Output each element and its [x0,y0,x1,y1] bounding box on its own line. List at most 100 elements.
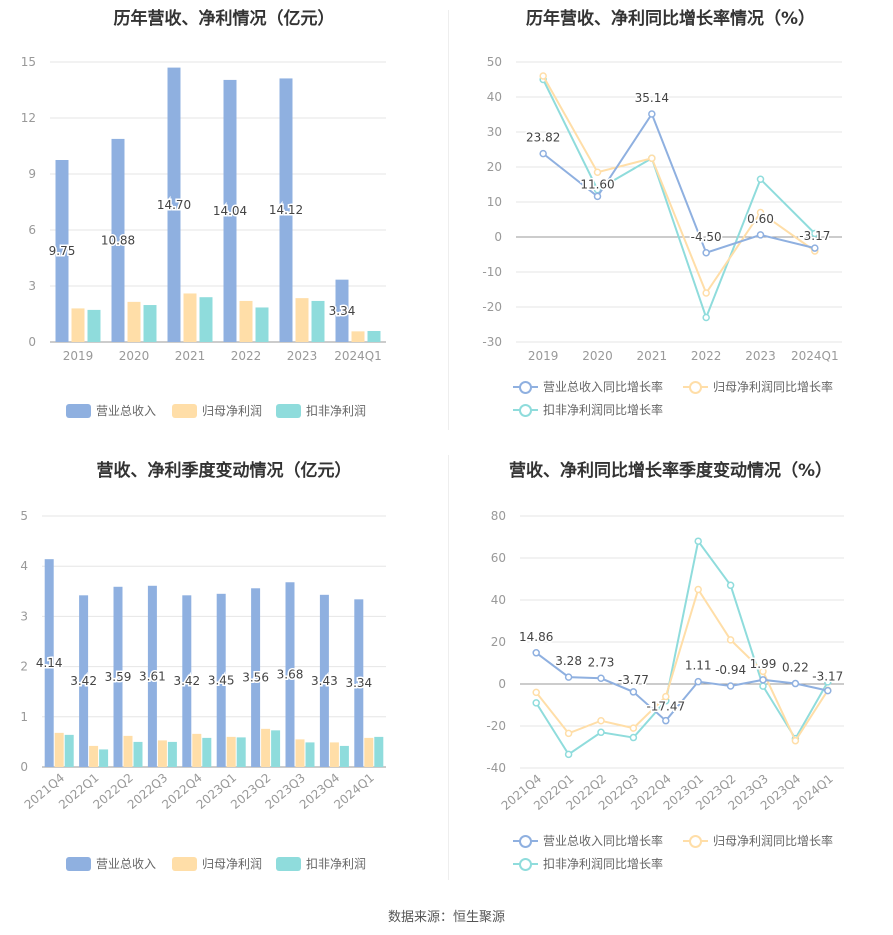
x-tick-label: 2022 [691,349,722,363]
annual-line-chart: -30 -20 -10 0 10 20 30 40 50 2019 2020 2021 2022 2023… [482,55,842,363]
data-point [824,686,832,695]
legend-swatch-net-growth [683,834,708,848]
annual-bar-title: 历年营收、净利情况（亿元） [113,9,335,29]
y-tick-label: 20 [487,160,502,174]
legend-deducted-growth[interactable]: 扣非净利润同比增长率 [513,401,663,418]
quarter-bar-legend: 营业总收入 归母净利润 扣非净利润 [0,855,448,875]
legend-revenue-growth[interactable]: 营业总收入同比增长率 [513,832,663,849]
y-tick-label: -10 [482,265,502,279]
series-line-deducted-profit [542,79,816,321]
data-point [756,231,765,239]
bar-net-profit [261,728,271,767]
y-tick-label: 3 [20,609,28,623]
data-point [694,677,702,686]
data-label: 11.60 [580,177,614,191]
bar-revenue [113,586,123,767]
annual-bar-panel: 历年营收、净利情况（亿元） 0 3 6 9 12 15 2019 2020 2021 2022 20… [0,0,448,430]
data-label: 23.82 [526,131,560,145]
panel-divider-top [448,10,449,430]
bar-deducted-profit [143,305,157,342]
data-label: 2.73 [588,655,615,669]
data-point [694,537,702,545]
legend-net-growth[interactable]: 归母净利润同比增长率 [683,832,833,849]
data-point [532,688,540,697]
legend-label: 扣非净利润同比增长率 [543,403,664,417]
bar-deducted-profit [236,737,246,767]
bar-revenue [354,599,364,767]
y-tick-label: -20 [486,719,506,733]
bar-net-profit [71,308,85,342]
legend-deducted-profit[interactable]: 扣非净利润 [276,855,366,872]
data-point [759,682,767,690]
data-label: 3.42 [70,674,97,688]
y-tick-label: 4 [20,559,28,573]
data-label: -4.50 [691,230,722,244]
legend-swatch-deducted-profit [276,403,301,418]
legend-revenue-growth[interactable]: 营业总收入同比增长率 [513,378,663,395]
data-point [694,585,702,594]
bar-net-profit [239,300,253,342]
bar-net-profit [89,745,99,767]
bar-deducted-profit [339,745,349,767]
bar-deducted-profit [374,736,384,767]
legend-label: 营业总收入 [96,404,157,418]
annual-bar-chart: 0 3 6 9 12 15 2019 2020 2021 2022 2023 2024Q1 9.75 10… [21,55,386,363]
y-tick-label: -40 [486,761,506,775]
y-tick-label: 10 [487,195,502,209]
data-point [597,728,605,737]
data-label: 4.14 [36,656,63,670]
data-label: 1.99 [750,657,777,671]
data-point [539,149,547,158]
data-point [564,750,573,759]
legend-revenue[interactable]: 营业总收入 [66,855,156,872]
data-point [629,733,638,742]
series-line-net-profit [542,75,816,296]
legend-deducted-growth[interactable]: 扣非净利润同比增长率 [513,855,663,872]
bar-deducted-profit [133,741,143,767]
legend-net-profit[interactable]: 归母净利润 [172,402,262,419]
data-label: 10.88 [101,233,135,247]
quarter-bar-title: 营收、净利季度变动情况（亿元） [96,461,352,481]
bar-revenue [335,279,349,342]
data-point [564,729,573,738]
data-label: -3.17 [812,670,843,684]
y-tick-label: 40 [487,90,502,104]
legend-label: 营业总收入同比增长率 [543,834,664,848]
bar-revenue [319,594,329,767]
legend-swatch-net-profit [172,403,197,418]
legend-swatch-deducted-growth [513,857,538,871]
bar-net-profit [295,739,305,767]
bar-deducted-profit [255,307,269,342]
bar-net-profit [226,736,236,767]
bar-deducted-profit [87,309,101,342]
bar-net-profit [192,733,202,767]
data-point [726,581,735,590]
legend-deducted-profit[interactable]: 扣非净利润 [276,402,366,419]
legend-net-profit[interactable]: 归母净利润 [172,855,262,872]
legend-net-growth[interactable]: 归母净利润同比增长率 [683,378,833,395]
quarter-bar-chart: 0123452021Q42022Q12022Q22022Q32022Q42023… [20,509,386,812]
legend-revenue[interactable]: 营业总收入 [66,402,156,419]
bar-deducted-profit [167,741,177,767]
data-point [811,229,819,238]
y-tick-label: 0 [494,230,502,244]
quarter-line-panel: 营收、净利同比增长率季度变动情况（%） -40 -20 0 20 40 60 80 2021Q… [448,450,893,890]
bar-net-profit [123,735,133,767]
data-point [702,289,710,297]
x-tick-label: 2019 [63,349,94,363]
y-tick-label: 40 [491,593,506,607]
data-point [702,313,710,322]
x-tick-label: 2024Q1 [791,349,839,363]
data-label: 3.56 [242,671,269,685]
data-label: -0.94 [715,663,746,677]
quarter-line-chart: -40-200204060802021Q42022Q12022Q22022Q32… [486,509,844,813]
data-source-note: 数据来源：恒生聚源 [387,910,505,925]
legend-swatch-revenue-growth [513,380,538,394]
series-line-deducted-profit [535,538,829,756]
legend-swatch-net-profit [172,856,197,871]
data-point [629,688,638,696]
y-tick-label: 1 [20,710,28,724]
y-tick-label: 6 [28,223,36,237]
data-point [759,676,767,684]
bar-deducted-profit [99,749,109,767]
